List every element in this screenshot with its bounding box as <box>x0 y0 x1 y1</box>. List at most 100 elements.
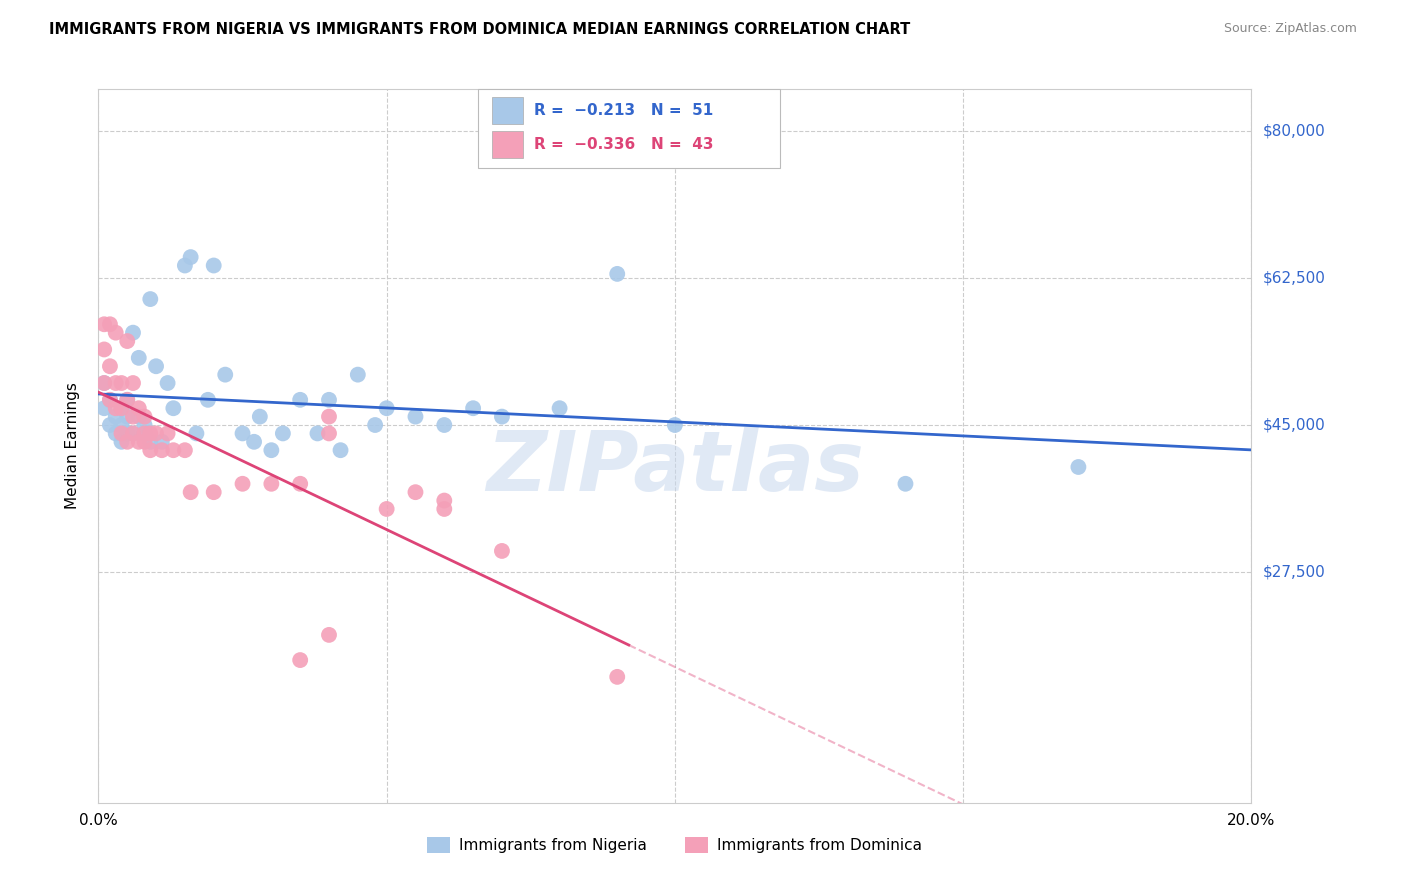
Point <box>664 417 686 432</box>
Point <box>548 401 571 416</box>
Point <box>249 409 271 424</box>
Point <box>174 259 197 273</box>
Point <box>375 502 398 516</box>
Text: $27,500: $27,500 <box>1263 565 1326 580</box>
Point <box>243 434 266 449</box>
Point <box>93 343 115 357</box>
Point <box>93 318 115 332</box>
Point <box>110 417 132 432</box>
Point <box>134 426 156 441</box>
Point <box>139 426 162 441</box>
Point <box>894 476 917 491</box>
Point <box>122 326 145 340</box>
Point <box>134 434 156 449</box>
Point <box>346 368 368 382</box>
Point <box>364 417 387 432</box>
Point <box>98 359 121 374</box>
Point <box>180 485 202 500</box>
Point <box>290 392 312 407</box>
Point <box>139 443 162 458</box>
Point <box>122 376 145 390</box>
Point <box>606 670 628 684</box>
Point <box>117 334 138 348</box>
Point <box>104 376 127 390</box>
Point <box>202 485 225 500</box>
Point <box>260 443 283 458</box>
Point <box>174 443 197 458</box>
Point <box>110 376 132 390</box>
Point <box>307 426 329 441</box>
Point <box>318 426 340 441</box>
Point <box>104 426 127 441</box>
Point <box>122 409 145 424</box>
Point <box>117 392 138 407</box>
Text: $62,500: $62,500 <box>1263 270 1326 285</box>
Point <box>128 409 150 424</box>
Point <box>290 653 312 667</box>
Point <box>231 426 254 441</box>
Point <box>433 417 456 432</box>
Text: R =  −0.213   N =  51: R = −0.213 N = 51 <box>534 103 713 118</box>
Point <box>260 476 283 491</box>
Point <box>117 409 138 424</box>
Point <box>375 401 398 416</box>
Point <box>98 318 121 332</box>
Point <box>139 292 162 306</box>
Text: $45,000: $45,000 <box>1263 417 1326 433</box>
Point <box>145 359 167 374</box>
Point <box>98 392 121 407</box>
Point <box>433 493 456 508</box>
Point <box>128 401 150 416</box>
Point <box>606 267 628 281</box>
Point <box>110 401 132 416</box>
Point <box>197 392 219 407</box>
Point <box>122 426 145 441</box>
Point <box>134 417 156 432</box>
Point <box>271 426 294 441</box>
Point <box>139 434 162 449</box>
Text: Source: ZipAtlas.com: Source: ZipAtlas.com <box>1223 22 1357 36</box>
Point <box>180 250 202 264</box>
Point <box>214 368 236 382</box>
Point <box>98 417 121 432</box>
Text: $80,000: $80,000 <box>1263 124 1326 138</box>
Point <box>93 376 115 390</box>
Point <box>318 409 340 424</box>
Point <box>134 409 156 424</box>
Point <box>186 426 208 441</box>
Point <box>134 426 156 441</box>
Point <box>93 376 115 390</box>
Point <box>290 476 312 491</box>
Point <box>491 409 513 424</box>
Point <box>162 401 184 416</box>
Point <box>104 326 127 340</box>
Point <box>329 443 352 458</box>
Point <box>128 434 150 449</box>
Point <box>128 351 150 365</box>
Point <box>318 392 340 407</box>
Point <box>150 443 173 458</box>
Point <box>162 443 184 458</box>
Point <box>104 409 127 424</box>
Point <box>110 426 132 441</box>
Point <box>93 401 115 416</box>
Point <box>117 392 138 407</box>
Point <box>405 409 427 424</box>
Point <box>145 426 167 441</box>
Point <box>318 628 340 642</box>
Point <box>122 426 145 441</box>
Point <box>117 426 138 441</box>
Text: R =  −0.336   N =  43: R = −0.336 N = 43 <box>534 137 714 152</box>
Legend: Immigrants from Nigeria, Immigrants from Dominica: Immigrants from Nigeria, Immigrants from… <box>422 831 928 859</box>
Point <box>405 485 427 500</box>
Point <box>1067 460 1090 475</box>
Point <box>110 401 132 416</box>
Point <box>156 426 179 441</box>
Point <box>491 544 513 558</box>
Point <box>156 376 179 390</box>
Point <box>461 401 484 416</box>
Point <box>231 476 254 491</box>
Point <box>433 502 456 516</box>
Text: ZIPatlas: ZIPatlas <box>486 427 863 508</box>
Point <box>150 434 173 449</box>
